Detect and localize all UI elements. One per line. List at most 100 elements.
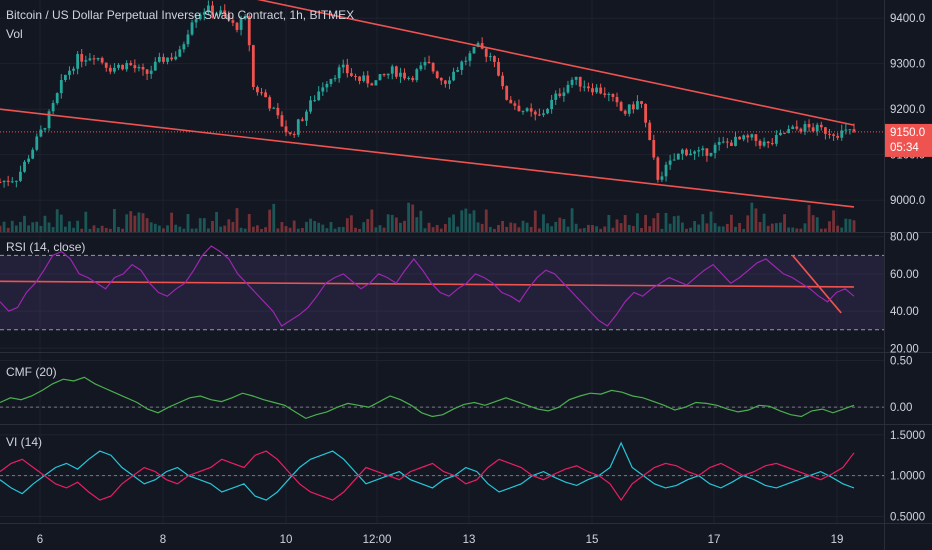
volume-bar (480, 223, 484, 232)
volume-bar (570, 208, 574, 232)
volume-bar (194, 228, 198, 232)
volume-bar (443, 223, 447, 232)
volume-bar (84, 211, 88, 232)
candle-body (738, 136, 741, 140)
candle-body (807, 124, 811, 128)
candle-body (721, 141, 725, 143)
volume-bar (435, 224, 439, 232)
candle-body (215, 13, 218, 15)
volume-bar (734, 226, 737, 232)
candle-body (582, 86, 586, 88)
candle-body (472, 46, 476, 54)
time-axis[interactable]: 6 8 10 12:00 13 15 17 19 (37, 534, 844, 546)
volume-bar (779, 222, 782, 232)
x-tick-label: 13 (463, 534, 476, 546)
candle-body (783, 132, 786, 134)
candle-body (59, 79, 63, 94)
volume-bar (795, 228, 799, 232)
candle-body (619, 102, 623, 111)
grid (0, 0, 884, 523)
volume-bar (419, 210, 423, 232)
candle-body (697, 150, 701, 152)
candle-body (762, 141, 766, 146)
volume-bar (157, 225, 161, 232)
candle-body (640, 101, 643, 104)
candle-body (717, 141, 721, 145)
y-tick-label: 80.00 (890, 232, 919, 244)
candle-body (795, 126, 799, 129)
volume-bar (309, 218, 312, 232)
candle-body (382, 74, 386, 76)
candle-body (599, 87, 603, 94)
volume-bar (108, 228, 112, 232)
price-axis[interactable]: 9400.09300.09200.09100.09000.080.0060.00… (890, 13, 925, 523)
volume-bar (537, 228, 541, 232)
candle-body (206, 5, 210, 13)
candle-body (578, 76, 582, 87)
volume-bar (300, 227, 304, 232)
volume-bar (668, 223, 672, 232)
candle-body (125, 63, 129, 70)
candle-body (23, 161, 26, 172)
volume-bar (705, 223, 709, 232)
volume-bar (546, 223, 549, 232)
candle-body (648, 122, 652, 141)
volume-bar (219, 226, 223, 232)
volume-bar (239, 227, 243, 232)
volume-bar (717, 226, 721, 232)
volume-bar (852, 220, 856, 232)
trendlines (0, 0, 855, 314)
candle-body (664, 164, 668, 177)
candle-body (542, 113, 545, 115)
y-tick-label: 1.0000 (890, 471, 925, 483)
candle-body (329, 78, 333, 84)
candle-body (513, 103, 517, 106)
candle-body (488, 56, 492, 58)
volume-bar (505, 226, 509, 232)
volume-bar (697, 224, 701, 232)
volume-bar (738, 223, 741, 232)
volume-bar (848, 219, 852, 232)
candle-body (153, 61, 157, 71)
volume-bar (758, 222, 762, 232)
volume-bar (631, 226, 635, 232)
volume-bar (211, 221, 214, 232)
candle-body (272, 107, 276, 109)
volume-bar (390, 214, 394, 232)
candle-body (517, 105, 521, 112)
volume-bar (525, 222, 529, 232)
volume-bar (292, 220, 296, 232)
volume-bar (256, 225, 259, 232)
volume-bar (550, 226, 554, 232)
candle-body (394, 66, 398, 77)
volume-bar (685, 228, 688, 232)
volume-bar (235, 208, 239, 232)
volume-bar (754, 208, 758, 232)
candle-body (317, 91, 321, 101)
candle-body (403, 72, 406, 79)
trendline (256, 0, 855, 126)
volume-bar (358, 228, 361, 232)
volume-bar (656, 212, 660, 232)
volume-bar (162, 228, 165, 232)
volume-bar (566, 226, 570, 232)
candle-body (558, 93, 562, 96)
candle-body (521, 111, 525, 113)
volume-bar (272, 203, 276, 232)
volume-bar (19, 222, 22, 232)
volume-bar (415, 217, 419, 232)
volume-bar (431, 227, 435, 232)
candle-body (815, 124, 819, 132)
countdown-timer: 05:34 (890, 142, 919, 154)
candle-body (615, 96, 619, 103)
candle-body (484, 48, 488, 57)
volume-bar (460, 210, 464, 232)
candle-body (668, 160, 672, 165)
candle-body (362, 75, 366, 81)
y-tick-label: 9300.0 (890, 59, 925, 71)
candle-body (129, 63, 133, 66)
candle-body (533, 111, 537, 115)
volume-bar (554, 221, 558, 232)
candle-body (411, 77, 415, 81)
candle-body (537, 114, 541, 116)
